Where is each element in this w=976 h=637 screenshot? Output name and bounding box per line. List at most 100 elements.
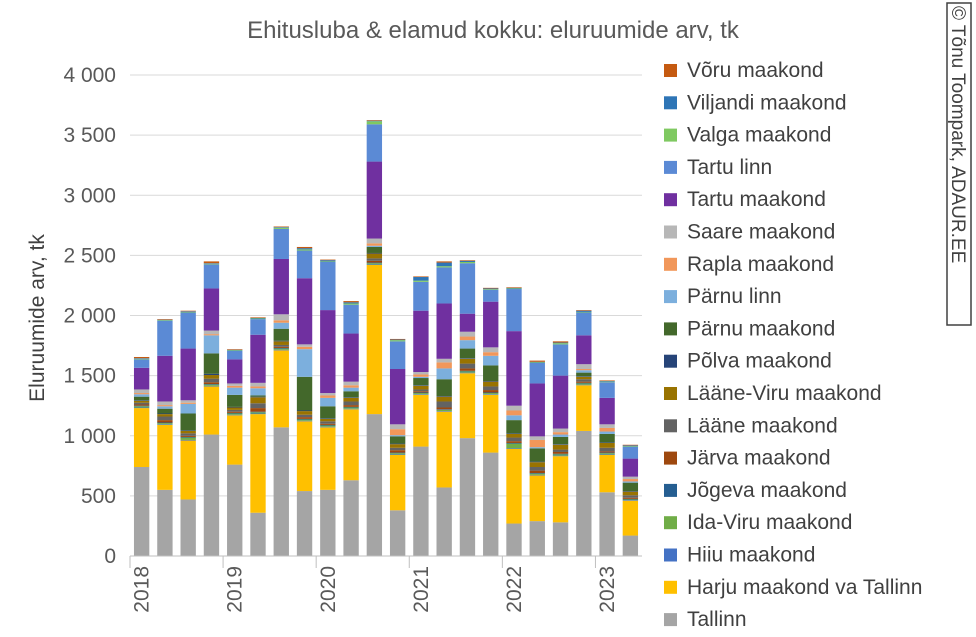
- bar-segment: [529, 467, 545, 471]
- bar-segment: [273, 227, 289, 229]
- bar-segment: [389, 443, 406, 445]
- x-tick-label: 2019: [224, 566, 247, 613]
- legend-label: Tallinn: [687, 608, 747, 631]
- y-tick-label: 500: [81, 485, 116, 508]
- bar-segment: [459, 348, 476, 359]
- bar-segment: [506, 433, 522, 438]
- bar-segment: [203, 378, 220, 383]
- bar-segment: [296, 491, 313, 556]
- bar-segment: [552, 432, 569, 435]
- bar-segment: [320, 423, 336, 425]
- bar-segment: [506, 448, 522, 524]
- bar-segment: [273, 340, 289, 342]
- bar-segment: [296, 420, 313, 422]
- watermark-frame: [946, 2, 972, 326]
- bar-segment: [273, 348, 289, 350]
- bar-segment: [413, 392, 429, 394]
- bar-segment: [133, 406, 150, 408]
- legend-label: Jõgeva maakond: [687, 479, 847, 502]
- bar-segment: [483, 288, 499, 290]
- bar-segment: [273, 258, 289, 315]
- bar-segment: [273, 427, 289, 556]
- bar-segment: [320, 418, 336, 419]
- bar-segment: [250, 413, 266, 415]
- bar-segment: [622, 446, 639, 459]
- bar-segment: [552, 453, 569, 455]
- bar-segment: [366, 243, 383, 246]
- legend-swatch: [664, 613, 677, 627]
- bar-segment: [483, 393, 499, 395]
- bar-segment: [180, 348, 196, 401]
- bar-segment: [552, 456, 569, 523]
- bar-segment: [250, 382, 266, 387]
- bar-segment: [366, 120, 383, 122]
- bar-segment: [366, 265, 383, 415]
- bar-segment: [413, 385, 429, 390]
- legend-swatch: [664, 483, 677, 497]
- bar-segment: [622, 500, 639, 536]
- bar-segment: [552, 451, 569, 454]
- bar-segment: [622, 482, 639, 492]
- watermark-box: © Tõnu Toompark, ADAUR.EE: [946, 2, 972, 326]
- bar-segment: [273, 346, 289, 348]
- bar-segment: [133, 359, 150, 368]
- legend-label: Lääne maakond: [687, 414, 838, 437]
- legend-label: Põlva maakond: [687, 350, 832, 373]
- bar-segment: [389, 369, 406, 425]
- bar-segment: [366, 258, 383, 261]
- bar-segment: [622, 495, 639, 498]
- bar-segment: [622, 458, 639, 477]
- bar-segment: [622, 499, 639, 501]
- legend-swatch: [664, 257, 677, 271]
- bar-segment: [552, 428, 569, 433]
- bar-segment: [529, 439, 545, 448]
- bar-segment: [296, 248, 313, 250]
- bar-segment: [203, 261, 220, 264]
- bar-segment: [227, 407, 243, 410]
- bar-segment: [576, 376, 592, 377]
- bar-segment: [203, 385, 220, 387]
- bar-segment: [296, 278, 313, 345]
- bar-segment: [413, 385, 429, 386]
- bar-segment: [366, 238, 383, 244]
- bar-segment: [436, 267, 452, 304]
- bar-segment: [436, 401, 452, 408]
- bar-segment: [506, 410, 522, 416]
- legend-swatch: [664, 354, 677, 368]
- bar-segment: [366, 124, 383, 162]
- bar-segment: [599, 381, 615, 382]
- bar-segment: [389, 444, 406, 448]
- bar-segment: [250, 397, 266, 404]
- bar-segment: [180, 400, 196, 403]
- bar-segment: [622, 497, 639, 499]
- bar-segment: [320, 425, 336, 427]
- bar-segment: [157, 489, 173, 556]
- bar-segment: [250, 403, 266, 409]
- bar-segment: [599, 397, 615, 425]
- bar-segment: [296, 349, 313, 377]
- bar-segment: [273, 349, 289, 351]
- bar-segment: [366, 262, 383, 264]
- bar-segment: [506, 420, 522, 434]
- bar-segment: [203, 373, 220, 376]
- bar-segment: [506, 405, 522, 411]
- bar-segment: [180, 413, 196, 431]
- bar-segment: [343, 301, 359, 303]
- bar-segment: [157, 401, 173, 406]
- bar-segment: [413, 277, 429, 281]
- bar-segment: [133, 358, 150, 359]
- bar-segment: [552, 343, 569, 345]
- bar-segment: [180, 310, 196, 312]
- bar-segment: [599, 431, 615, 434]
- bar-segment: [483, 287, 499, 289]
- bar-segment: [483, 390, 499, 393]
- bar-segment: [529, 361, 545, 363]
- bar-segment: [552, 434, 569, 437]
- bar-segment: [436, 261, 452, 263]
- bar-segment: [343, 302, 359, 304]
- bar-segment: [203, 375, 220, 379]
- bar-segment: [576, 382, 592, 384]
- bar-segment: [599, 427, 615, 432]
- bar-segment: [157, 320, 173, 356]
- bar-segment: [599, 447, 615, 452]
